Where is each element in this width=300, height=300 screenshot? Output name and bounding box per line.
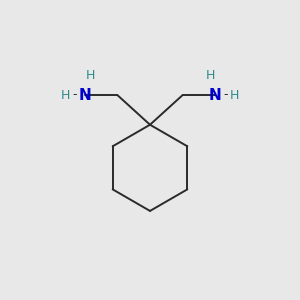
Text: -: -	[73, 88, 77, 101]
Text: H: H	[230, 88, 239, 101]
Text: -: -	[223, 88, 227, 101]
Text: N: N	[209, 88, 222, 103]
Text: N: N	[78, 88, 91, 103]
Text: H: H	[206, 69, 215, 82]
Text: H: H	[85, 69, 94, 82]
Text: H: H	[61, 88, 70, 101]
